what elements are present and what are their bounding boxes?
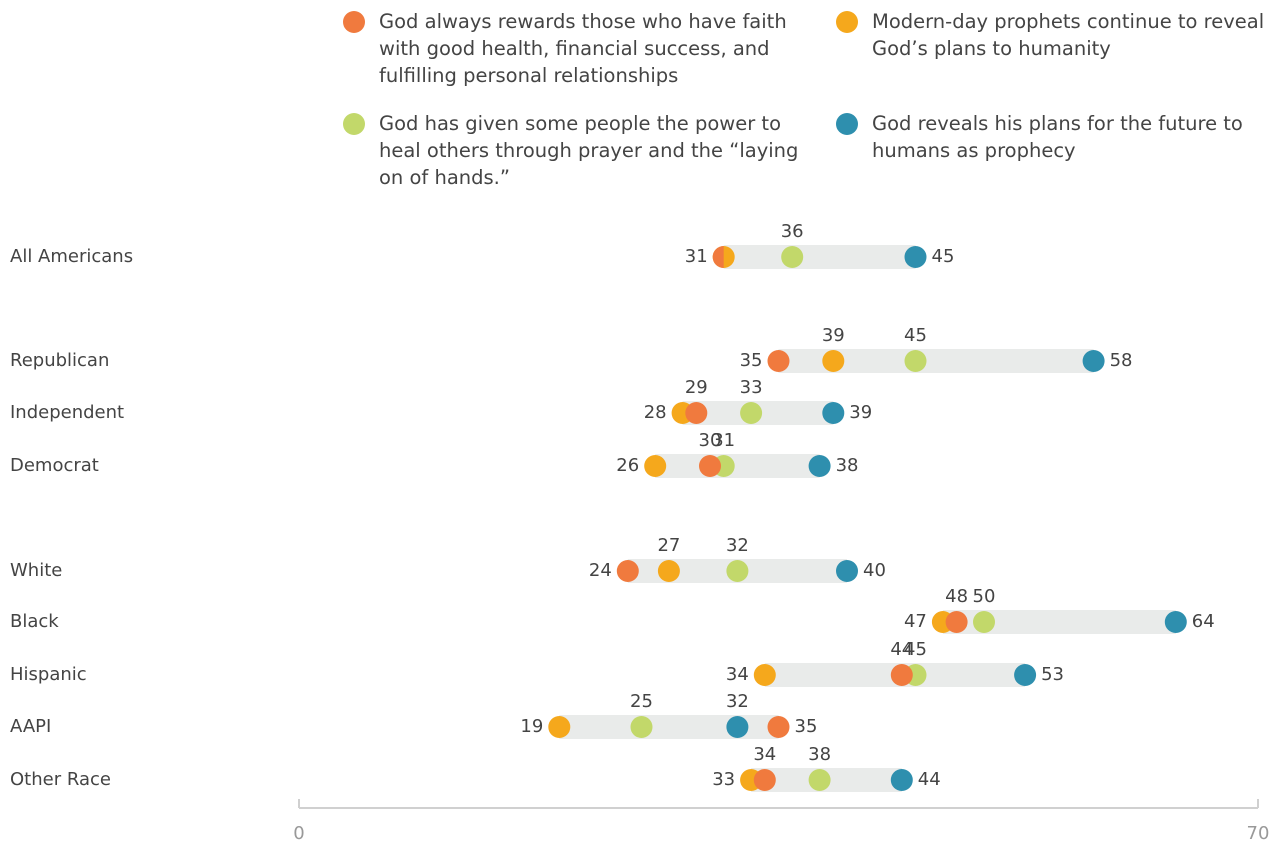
category-label: Independent <box>10 402 124 423</box>
value-label: 25 <box>630 691 653 712</box>
legend-entry: God reveals his plans for the future to … <box>836 110 1283 164</box>
dot <box>685 402 708 424</box>
value-label: 31 <box>712 430 735 451</box>
value-label: 27 <box>657 535 680 556</box>
value-label: 45 <box>904 325 927 346</box>
value-label: 26 <box>616 455 639 476</box>
dot <box>904 246 927 268</box>
dot <box>808 455 831 477</box>
value-label: 45 <box>904 639 927 660</box>
dot <box>836 560 858 582</box>
dot <box>890 769 913 791</box>
category-label: Democrat <box>10 455 99 476</box>
dot <box>616 560 639 582</box>
dot <box>1164 611 1187 633</box>
legend-entry: God always rewards those who have faith … <box>343 8 809 89</box>
dot <box>890 664 913 686</box>
dot <box>753 769 776 791</box>
value-label: 44 <box>890 639 913 660</box>
value-label: 38 <box>836 455 859 476</box>
value-label: 64 <box>1192 611 1215 632</box>
x-tick-label: 70 <box>1247 823 1270 844</box>
value-label: 47 <box>904 611 927 632</box>
value-label: 50 <box>973 586 996 607</box>
dot <box>767 350 790 372</box>
value-label: 53 <box>1041 664 1064 685</box>
value-label: 29 <box>685 377 708 398</box>
value-label: 58 <box>1110 350 1133 371</box>
value-label: 33 <box>712 769 735 790</box>
value-label: 33 <box>740 377 763 398</box>
category-label: All Americans <box>10 246 133 267</box>
dot <box>822 350 845 372</box>
legend-swatch <box>343 11 365 33</box>
value-label: 31 <box>685 246 708 267</box>
value-label: 24 <box>589 560 612 581</box>
dot <box>822 402 845 424</box>
legend-label: God reveals his plans for the future to … <box>872 112 1243 162</box>
range-bar <box>723 245 916 269</box>
value-label: 39 <box>849 402 872 423</box>
dot <box>740 402 763 424</box>
value-label: 35 <box>740 350 763 371</box>
dot <box>781 246 804 268</box>
dot <box>699 455 721 477</box>
dot <box>657 560 680 582</box>
dot <box>726 560 749 582</box>
value-label: 35 <box>795 716 818 737</box>
dot <box>1014 664 1037 686</box>
legend-swatch <box>836 11 858 33</box>
dot <box>630 716 653 738</box>
category-label: AAPI <box>10 716 51 737</box>
dot <box>1082 350 1105 372</box>
value-label: 32 <box>726 535 749 556</box>
category-label: Other Race <box>10 769 111 790</box>
category-label: White <box>10 560 62 581</box>
legend-swatch <box>343 113 365 135</box>
category-label: Republican <box>10 350 109 371</box>
range-bar <box>655 454 820 478</box>
legend-entry: God has given some people the power to h… <box>343 110 809 191</box>
value-label: 30 <box>699 430 722 451</box>
dot <box>644 455 667 477</box>
legend-entry: Modern-day prophets continue to reveal G… <box>836 8 1283 62</box>
legend-label: Modern-day prophets continue to reveal G… <box>872 10 1265 60</box>
value-label: 34 <box>726 664 749 685</box>
legend-swatch <box>836 113 858 135</box>
category-label: Black <box>10 611 59 632</box>
dot <box>973 611 995 633</box>
value-label: 32 <box>726 691 749 712</box>
value-label: 36 <box>781 221 804 242</box>
value-label: 40 <box>863 560 886 581</box>
value-label: 19 <box>520 716 543 737</box>
legend-label: God has given some people the power to h… <box>379 112 799 189</box>
dot <box>726 716 749 738</box>
x-tick-label: 0 <box>293 823 304 844</box>
value-label: 38 <box>808 744 831 765</box>
value-label: 34 <box>753 744 776 765</box>
dot <box>767 716 790 738</box>
dot <box>808 769 831 791</box>
value-label: 39 <box>822 325 845 346</box>
category-label: Hispanic <box>10 664 87 685</box>
value-label: 44 <box>918 769 941 790</box>
value-label: 48 <box>945 586 968 607</box>
value-label: 45 <box>932 246 955 267</box>
value-label: 28 <box>644 402 667 423</box>
legend-label: God always rewards those who have faith … <box>379 10 787 87</box>
dot <box>904 350 927 372</box>
dot <box>945 611 968 633</box>
dot <box>753 664 776 686</box>
dot <box>712 246 724 268</box>
dot <box>548 716 571 738</box>
